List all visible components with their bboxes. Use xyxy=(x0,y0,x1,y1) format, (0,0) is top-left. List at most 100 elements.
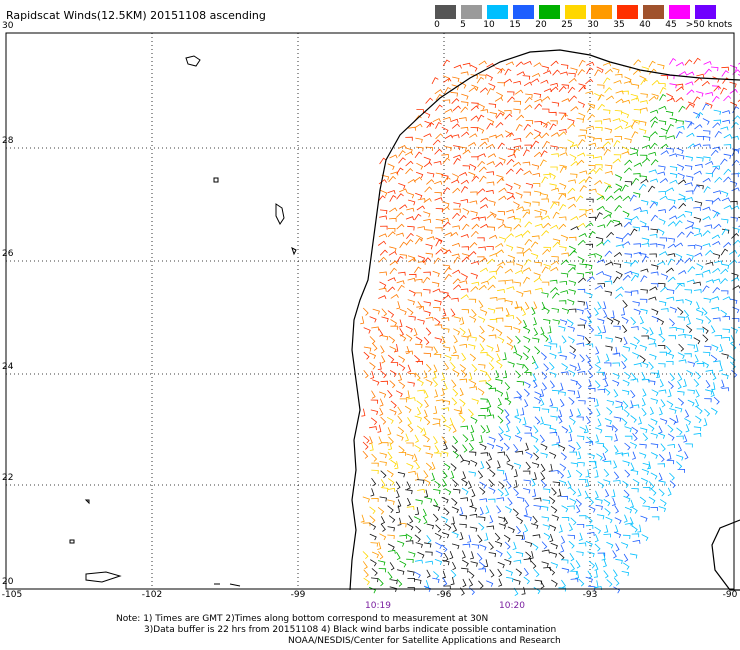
wind-barb xyxy=(514,269,524,275)
wind-barb xyxy=(503,534,511,543)
wind-barb xyxy=(596,241,605,247)
wind-barb xyxy=(640,289,648,294)
wind-barb xyxy=(660,273,669,280)
wind-barb xyxy=(705,160,714,166)
wind-barb xyxy=(459,523,467,529)
wind-barb xyxy=(666,289,675,294)
wind-barb xyxy=(407,255,416,262)
wind-barb xyxy=(404,433,409,442)
wind-barb xyxy=(541,371,548,380)
wind-barb xyxy=(478,335,486,343)
wind-barb xyxy=(480,398,488,403)
wind-barb xyxy=(594,380,601,389)
wind-barb xyxy=(558,216,567,221)
wind-barb xyxy=(606,231,614,238)
wind-barb xyxy=(530,253,539,260)
wind-barb xyxy=(514,416,522,423)
wind-barb xyxy=(650,406,654,415)
wind-barb xyxy=(552,211,560,219)
wind-barb xyxy=(577,462,585,467)
wind-barb xyxy=(389,195,397,202)
wind-barb xyxy=(667,389,672,398)
wind-barb xyxy=(666,148,674,153)
wind-barb xyxy=(597,224,606,229)
legend-tick-6: 30 xyxy=(587,20,599,30)
wind-barb xyxy=(498,280,506,285)
wind-barb xyxy=(521,307,527,317)
wind-barb xyxy=(514,435,523,442)
wind-barb xyxy=(415,499,423,505)
wind-barb xyxy=(468,578,474,587)
wind-barb xyxy=(660,150,669,155)
wind-barb xyxy=(650,214,659,222)
wind-barb xyxy=(459,364,467,372)
wind-barb xyxy=(687,361,696,367)
wind-barb xyxy=(660,127,668,135)
wind-barb xyxy=(642,486,651,491)
wind-barb xyxy=(578,277,587,283)
wind-barb xyxy=(570,67,578,74)
wind-barb xyxy=(633,162,643,167)
wind-barb xyxy=(512,508,519,517)
wind-barb xyxy=(397,517,402,526)
wind-barb xyxy=(423,352,432,358)
wind-barb xyxy=(471,398,479,405)
wind-barb xyxy=(595,504,603,510)
wind-barb xyxy=(606,220,614,227)
wind-barb xyxy=(414,578,422,584)
wind-barb xyxy=(720,218,729,224)
wind-barb xyxy=(543,121,551,128)
wind-barb xyxy=(370,559,377,567)
wind-barb xyxy=(586,198,594,203)
wind-barb xyxy=(444,488,452,496)
wind-barb xyxy=(505,183,513,191)
wind-barb xyxy=(684,334,693,340)
wind-barb xyxy=(479,507,484,516)
wind-barb xyxy=(613,416,622,422)
wind-barb xyxy=(702,118,710,125)
wind-barb xyxy=(703,418,708,427)
wind-barb xyxy=(450,361,456,371)
wind-barb xyxy=(722,336,730,341)
wind-barb xyxy=(497,336,505,344)
wind-barb xyxy=(594,137,602,142)
wind-barb xyxy=(453,154,462,159)
wind-barb xyxy=(371,551,380,559)
wind-barb xyxy=(478,561,486,569)
wind-barb xyxy=(515,551,524,557)
legend-swatch-0 xyxy=(435,5,456,19)
wind-barb xyxy=(606,317,614,325)
wind-barb xyxy=(533,277,542,283)
wind-barb xyxy=(524,104,533,111)
wind-barb xyxy=(505,308,510,317)
wind-barb xyxy=(424,120,432,127)
wind-barb xyxy=(677,334,686,339)
wind-barb xyxy=(444,523,452,531)
wind-barb xyxy=(441,154,449,159)
wind-barb xyxy=(505,424,510,433)
wind-barb xyxy=(431,461,436,471)
wind-barb xyxy=(639,75,647,83)
wind-barb xyxy=(561,517,570,522)
wind-barb xyxy=(650,488,657,496)
wind-barb xyxy=(505,454,511,463)
wind-barb xyxy=(596,442,605,448)
wind-barb xyxy=(569,95,577,102)
wind-barb xyxy=(435,542,443,549)
wind-barb xyxy=(612,424,618,433)
wind-barb xyxy=(416,305,424,310)
wind-barb xyxy=(594,156,603,161)
wind-barb xyxy=(623,514,628,523)
wind-barb xyxy=(408,289,416,297)
wind-barb xyxy=(642,432,649,442)
wind-barb xyxy=(702,136,711,141)
wind-barb xyxy=(405,136,413,141)
wind-barb xyxy=(695,301,700,310)
wind-barb xyxy=(651,79,660,86)
wind-barb xyxy=(460,179,469,185)
wind-barb xyxy=(602,325,607,334)
wind-barb xyxy=(371,453,378,462)
wind-barb xyxy=(369,426,377,431)
wind-barb xyxy=(623,489,630,498)
wind-barb xyxy=(558,193,566,200)
